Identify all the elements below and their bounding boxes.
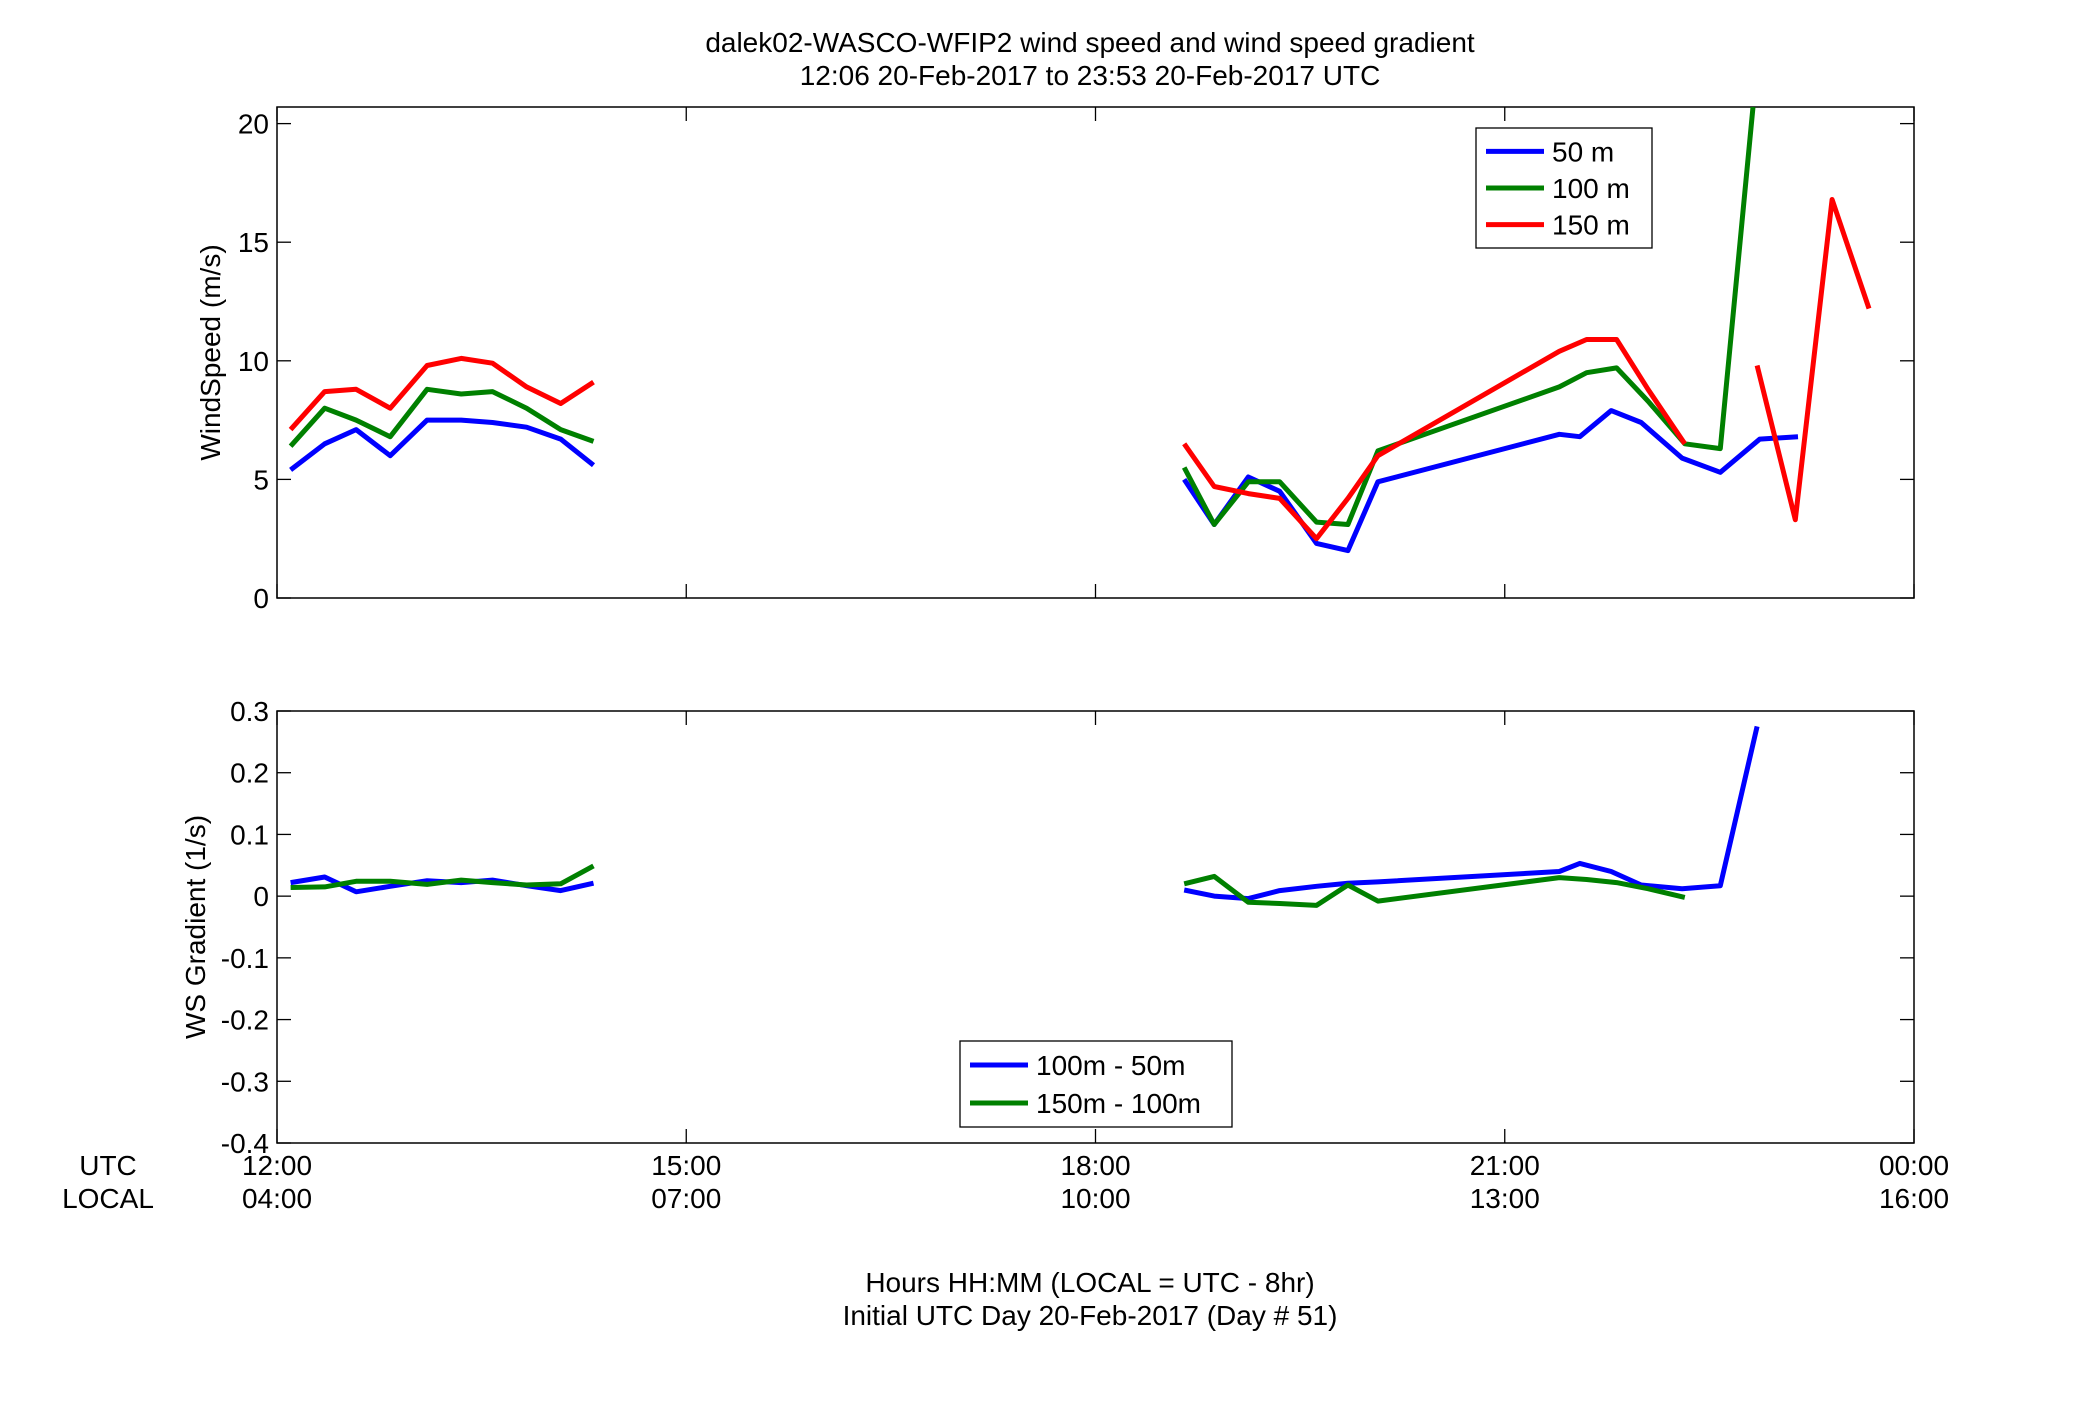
series-line-150-m	[288, 355, 595, 432]
series-line-150-m	[1754, 197, 1872, 523]
utc-row-label: UTC	[79, 1150, 137, 1181]
series-group	[290, 725, 1760, 908]
y-tick-label: 15	[238, 227, 269, 258]
utc-tick-label: 00:00	[1879, 1150, 1949, 1181]
legend-label: 50 m	[1552, 136, 1614, 167]
series-line-150m-100m	[1183, 873, 1686, 908]
series-group	[288, 107, 1872, 554]
series-line-100-m	[288, 386, 595, 448]
series-line-150-m	[1182, 337, 1687, 542]
y-tick-label: 10	[238, 346, 269, 377]
y-tick-label: 0.3	[230, 696, 269, 727]
series-line-50-m	[289, 417, 596, 472]
y-tick-label: 0.1	[230, 819, 269, 850]
local-row-label: LOCAL	[62, 1183, 154, 1214]
footer-line2: Initial UTC Day 20-Feb-2017 (Day # 51)	[843, 1300, 1338, 1331]
legend-label: 150m - 100m	[1036, 1088, 1201, 1119]
windspeed-plot: 0 5 10 15 20 WindSpeed (m/s) 50 m 100 m 150 m	[195, 106, 1915, 614]
y-tick-label: 0	[253, 881, 269, 912]
local-tick-label: 16:00	[1879, 1183, 1949, 1214]
local-tick-label: 10:00	[1060, 1183, 1130, 1214]
y-axis-label: WS Gradient (1/s)	[180, 815, 211, 1039]
legend-label: 150 m	[1552, 210, 1630, 241]
legend-label: 100m - 50m	[1036, 1050, 1185, 1081]
y-tick-label: 0	[253, 583, 269, 614]
legend: 50 m 100 m 150 m	[1475, 127, 1653, 249]
utc-tick-label: 15:00	[651, 1150, 721, 1181]
series-line-150m-100m	[290, 863, 595, 890]
y-tick-label: 20	[238, 109, 269, 140]
chart-title-line1: dalek02-WASCO-WFIP2 wind speed and wind …	[705, 27, 1475, 58]
y-tick-label: -0.1	[221, 943, 269, 974]
y-tick-label: 0.2	[230, 758, 269, 789]
plot-frame	[276, 106, 1915, 599]
series-line-100m-50m	[1183, 725, 1760, 902]
chart-title-line2: 12:06 20-Feb-2017 to 23:53 20-Feb-2017 U…	[800, 60, 1381, 91]
y-tick-label: -0.2	[221, 1005, 269, 1036]
legend: 100m - 50m 150m - 100m	[959, 1040, 1233, 1128]
y-tick-label: 5	[253, 464, 269, 495]
utc-tick-label: 21:00	[1470, 1150, 1540, 1181]
local-tick-label: 07:00	[651, 1183, 721, 1214]
y-tick-label: -0.4	[221, 1128, 269, 1159]
y-tick-label: -0.3	[221, 1066, 269, 1097]
legend-box	[959, 1040, 1233, 1128]
utc-tick-label: 18:00	[1060, 1150, 1130, 1181]
footer-line1: Hours HH:MM (LOCAL = UTC - 8hr)	[865, 1267, 1314, 1298]
local-tick-label: 13:00	[1470, 1183, 1540, 1214]
local-tick-label: 04:00	[242, 1183, 312, 1214]
utc-tick-label: 12:00	[242, 1150, 312, 1181]
series-line-100-m	[1181, 107, 1756, 527]
legend-label: 100 m	[1552, 173, 1630, 204]
gradient-plot: -0.4 -0.3 -0.2 -0.1 0 0.1 0.2 0.3 WS Gradient (1…	[180, 696, 1915, 1159]
y-axis-label: WindSpeed (m/s)	[195, 244, 226, 460]
